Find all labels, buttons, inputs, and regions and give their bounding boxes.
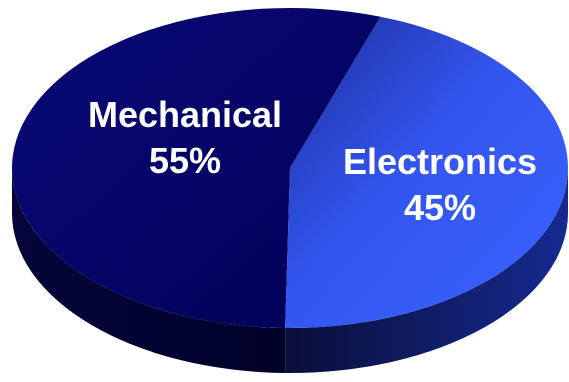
slice-value-mechanical: 55% bbox=[149, 140, 221, 181]
pie-side-electronics bbox=[285, 168, 569, 373]
slice-label-electronics: Electronics bbox=[343, 141, 537, 182]
slice-label-mechanical: Mechanical bbox=[88, 94, 282, 135]
pie-slice-mechanical bbox=[11, 7, 381, 328]
pie-side-mechanical bbox=[12, 168, 286, 373]
slice-value-electronics: 45% bbox=[404, 187, 476, 228]
pie-slice-electronics bbox=[285, 16, 568, 328]
